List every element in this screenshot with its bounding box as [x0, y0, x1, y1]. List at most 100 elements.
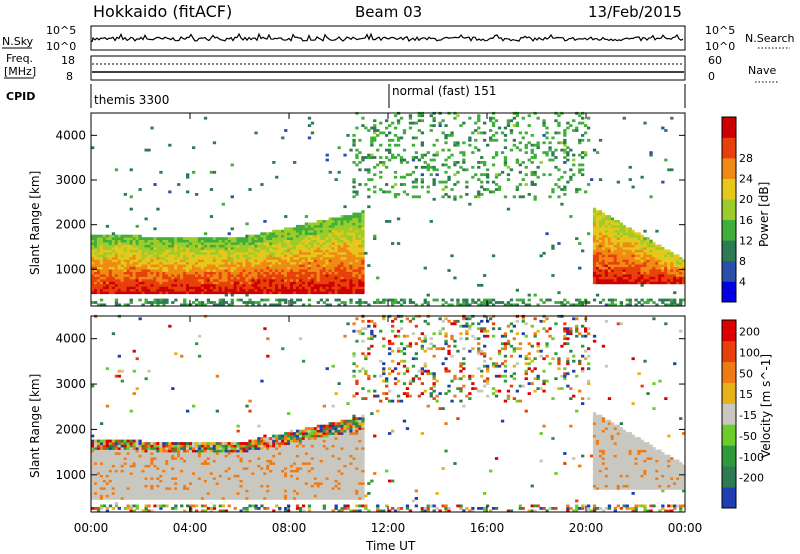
range-gate-cell: [569, 148, 573, 152]
range-gate-cell: [649, 271, 653, 275]
range-gate-cell: [141, 462, 145, 465]
range-gate-cell: [123, 494, 127, 498]
range-gate-cell: [643, 254, 647, 258]
range-gate-cell: [150, 239, 154, 243]
range-gate-cell: [402, 190, 407, 194]
range-gate-cell: [91, 274, 95, 277]
range-gate-cell: [290, 239, 294, 243]
range-gate-cell: [290, 286, 294, 290]
range-gate-cell: [254, 264, 258, 267]
range-gate-cell: [94, 462, 98, 465]
range-gate-cell: [221, 286, 225, 290]
range-gate-cell: [643, 271, 647, 275]
range-gate-cell: [236, 254, 240, 258]
range-gate-cell: [293, 227, 297, 231]
range-gate-cell: [117, 489, 121, 493]
range-gate-cell: [200, 283, 205, 287]
range-gate-cell: [203, 261, 208, 265]
range-gate-cell: [126, 487, 130, 490]
range-gate-cell: [120, 261, 124, 265]
range-gate-cell: [99, 474, 104, 478]
range-gate-cell: [171, 283, 175, 287]
range-gate-cell: [192, 457, 196, 460]
range-gate-cell: [370, 143, 374, 147]
range-gate-cell: [108, 442, 113, 445]
range-gate-cell: [607, 234, 612, 238]
range-gate-cell: [102, 251, 107, 255]
range-gate-cell: [114, 484, 119, 488]
range-gate-cell: [156, 472, 160, 475]
range-gate-cell: [281, 254, 285, 258]
range-gate-cell: [183, 291, 187, 295]
range-gate-cell: [150, 479, 154, 483]
range-gate-cell: [99, 442, 104, 445]
range-gate-cell: [200, 454, 205, 458]
range-gate-cell: [177, 254, 181, 258]
range-gate-cell: [195, 454, 199, 458]
range-gate-cell: [150, 474, 154, 478]
range-gate-cell: [325, 249, 329, 253]
range-gate-cell: [138, 256, 142, 260]
range-gate-cell: [307, 274, 312, 277]
range-gate-cell: [491, 124, 496, 127]
range-gate-cell: [655, 254, 659, 258]
range-gate-cell: [96, 482, 101, 485]
range-gate-cell: [322, 276, 326, 280]
range-gate-cell: [631, 259, 635, 263]
range-gate-cell: [604, 274, 609, 277]
range-gate-cell: [290, 249, 294, 253]
range-gate-cell: [385, 156, 389, 159]
range-gate-cell: [358, 229, 362, 233]
range-gate-cell: [334, 217, 338, 221]
range-gate-cell: [272, 237, 276, 240]
range-gate-cell: [102, 494, 107, 498]
range-gate-cell: [263, 234, 267, 238]
range-gate-cell: [628, 269, 632, 272]
range-gate-cell: [171, 279, 175, 282]
range-gate-cell: [96, 439, 101, 443]
range-gate-cell: [242, 254, 246, 258]
range-gate-cell: [293, 261, 297, 265]
range-gate-cell: [304, 227, 309, 231]
range-gate-cell: [177, 449, 181, 453]
range-gate-cell: [388, 131, 392, 135]
range-gate-cell: [168, 264, 172, 267]
range-gate-cell: [200, 254, 205, 258]
range-gate-cell: [554, 119, 558, 123]
range-gate-cell: [257, 279, 261, 282]
range-gate-cell: [111, 492, 116, 495]
range-gate-cell: [260, 281, 264, 285]
range-gate-cell: [257, 234, 261, 238]
range-gate-cell: [595, 227, 600, 231]
range-gate-cell: [165, 459, 169, 463]
range-gate-cell: [159, 454, 163, 458]
range-gate-cell: [260, 249, 264, 253]
range-gate-cell: [337, 244, 341, 248]
range-gate-cell: [619, 234, 623, 238]
range-gate-cell: [640, 271, 644, 275]
range-gate-cell: [358, 279, 362, 282]
range-gate-cell: [117, 247, 121, 250]
range-gate-cell: [239, 281, 243, 285]
range-gate-cell: [637, 239, 641, 243]
range-gate-cell: [215, 242, 219, 245]
range-gate-cell: [432, 180, 436, 184]
range-gate-cell: [123, 254, 127, 258]
range-gate-cell: [132, 274, 136, 277]
range-gate-cell: [331, 271, 335, 275]
range-gate-cell: [325, 251, 329, 255]
range-gate-cell: [111, 464, 116, 468]
range-gate-cell: [186, 457, 190, 460]
range-gate-cell: [307, 136, 312, 140]
range-gate-cell: [578, 242, 582, 245]
range-gate-cell: [313, 237, 318, 240]
range-gate-cell: [293, 239, 297, 243]
range-gate-cell: [340, 288, 344, 292]
range-gate-cell: [319, 279, 323, 282]
range-gate-cell: [361, 261, 365, 265]
range-gate-cell: [174, 237, 178, 240]
range-gate-cell: [432, 119, 436, 123]
range-gate-cell: [601, 247, 606, 250]
range-gate-cell: [123, 474, 127, 478]
